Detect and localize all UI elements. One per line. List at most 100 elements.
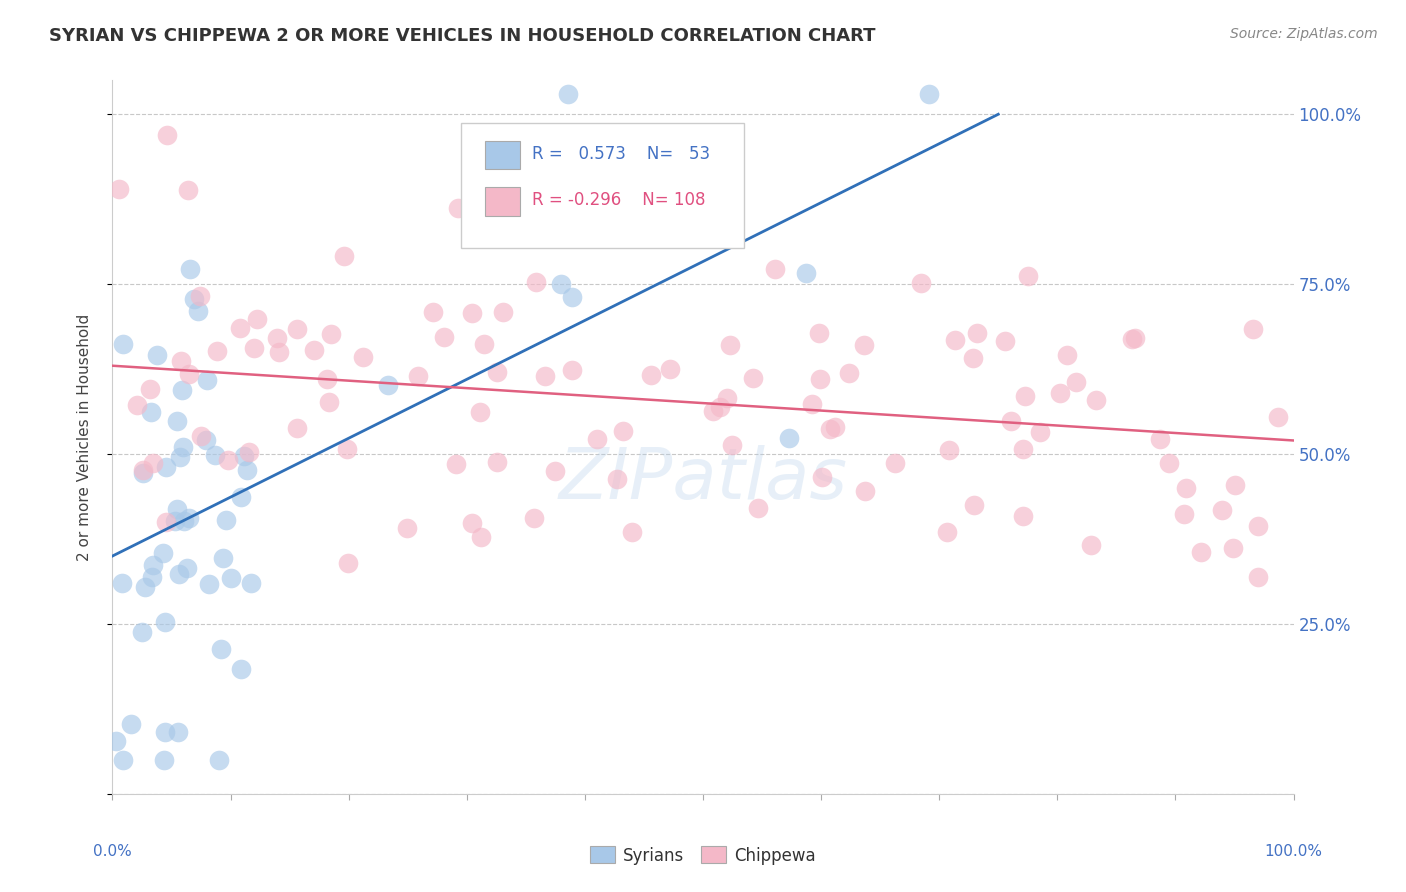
Point	[685, 136, 707, 151]
Point	[176, 183, 198, 197]
Point	[316, 372, 339, 386]
Point	[153, 615, 176, 629]
Point	[1225, 477, 1247, 491]
Point	[716, 229, 738, 244]
Point	[422, 304, 444, 318]
Point	[155, 460, 177, 475]
Point	[1064, 375, 1087, 389]
Point	[1211, 503, 1233, 517]
Point	[1246, 518, 1268, 533]
Point	[337, 556, 360, 570]
Point	[166, 725, 188, 739]
Point	[1012, 509, 1035, 524]
Point	[112, 336, 135, 351]
Point	[302, 343, 325, 357]
Point	[233, 450, 256, 464]
Text: R =   0.573    N=   53: R = 0.573 N= 53	[531, 145, 710, 162]
Point	[139, 405, 162, 419]
Point	[1049, 385, 1071, 400]
Point	[111, 753, 134, 767]
Point	[240, 576, 263, 591]
Point	[794, 266, 817, 280]
Point	[612, 424, 634, 438]
Point	[640, 368, 662, 383]
Point	[917, 87, 939, 101]
Point	[194, 433, 217, 447]
Point	[319, 327, 342, 342]
Point	[446, 201, 468, 215]
Point	[994, 334, 1017, 348]
Legend: Syrians, Chippewa: Syrians, Chippewa	[583, 839, 823, 871]
Point	[1000, 414, 1022, 428]
Point	[138, 382, 160, 396]
Point	[1267, 410, 1289, 425]
Point	[142, 558, 165, 573]
Point	[134, 580, 156, 594]
Point	[560, 363, 582, 377]
Point	[446, 457, 468, 471]
Point	[156, 128, 179, 142]
Point	[1080, 538, 1102, 552]
Point	[763, 262, 786, 277]
Point	[285, 321, 308, 335]
Point	[155, 515, 177, 529]
Point	[461, 306, 484, 320]
Point	[433, 330, 456, 344]
Point	[485, 366, 508, 380]
Point	[170, 354, 193, 368]
Point	[166, 501, 188, 516]
Point	[217, 452, 239, 467]
Point	[285, 421, 308, 435]
Point	[1173, 507, 1195, 521]
Point	[1247, 570, 1270, 584]
Point	[266, 331, 288, 345]
Point	[242, 342, 264, 356]
Point	[523, 511, 546, 525]
Point	[1222, 541, 1244, 555]
Point	[132, 466, 155, 480]
Point	[884, 456, 907, 470]
Point	[406, 368, 429, 383]
Point	[172, 440, 194, 454]
Point	[173, 514, 195, 528]
Y-axis label: 2 or more Vehicles in Household: 2 or more Vehicles in Household	[77, 313, 91, 561]
Point	[190, 429, 212, 443]
Point	[1175, 481, 1198, 495]
Point	[352, 350, 374, 364]
Point	[811, 470, 834, 484]
Point	[205, 343, 228, 358]
Point	[229, 321, 252, 335]
Point	[586, 432, 609, 446]
Point	[208, 753, 231, 767]
Point	[170, 383, 193, 397]
Point	[212, 550, 235, 565]
Point	[709, 400, 731, 414]
Point	[153, 753, 176, 767]
Point	[716, 391, 738, 405]
Point	[963, 498, 986, 512]
Point	[1121, 332, 1143, 346]
Point	[966, 326, 988, 341]
Point	[824, 419, 846, 434]
Point	[169, 450, 191, 464]
Point	[560, 290, 582, 304]
Point	[1029, 425, 1052, 439]
Point	[176, 561, 198, 575]
Point	[125, 398, 148, 412]
Point	[179, 261, 201, 276]
Text: Source: ZipAtlas.com: Source: ZipAtlas.com	[1230, 27, 1378, 41]
Point	[686, 187, 709, 202]
Point	[492, 305, 515, 319]
Point	[141, 570, 163, 584]
Point	[197, 577, 219, 591]
Point	[120, 717, 142, 731]
Point	[938, 442, 960, 457]
Point	[105, 734, 128, 748]
Point	[606, 472, 628, 486]
Point	[659, 361, 682, 376]
Point	[395, 521, 418, 535]
Point	[231, 662, 253, 676]
Point	[146, 348, 169, 362]
Point	[718, 338, 741, 352]
Point	[179, 367, 201, 381]
